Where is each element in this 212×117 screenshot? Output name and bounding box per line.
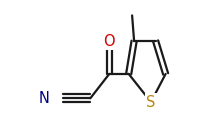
Text: O: O [103,34,115,49]
Text: S: S [146,95,156,110]
Text: N: N [39,91,49,106]
